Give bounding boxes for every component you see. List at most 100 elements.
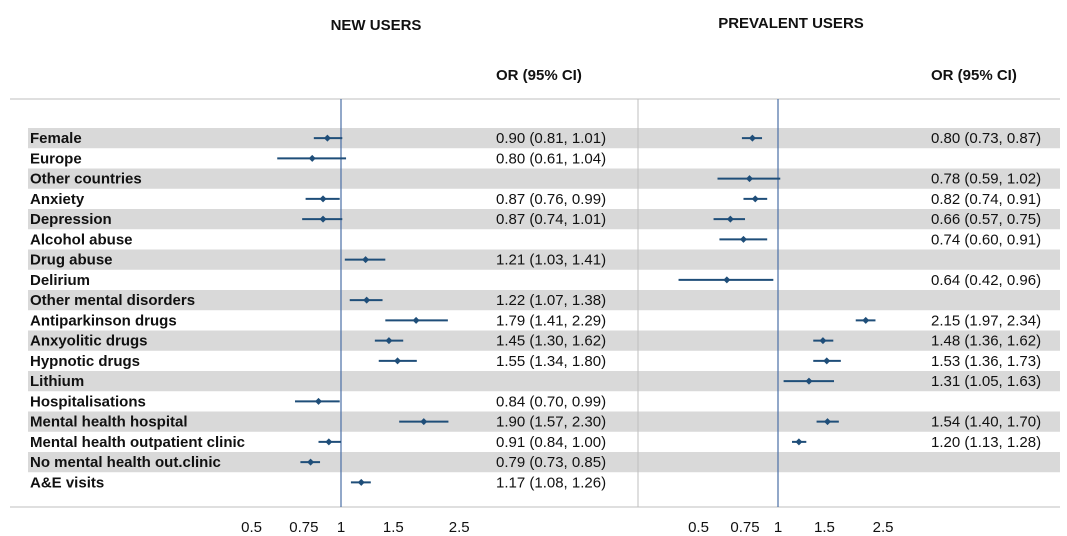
row-band — [28, 209, 1060, 230]
point-estimate-prevalent-users-anxiety — [751, 195, 759, 203]
point-estimate-new-users-drug-abuse — [362, 256, 370, 264]
x-axis-ticks: 0.5 0.75 1 1.5 2.5 0.5 0.75 1 1.5 2.5 — [241, 519, 893, 536]
x-tick-label-new-users: 0.75 — [289, 519, 318, 536]
or-ci-value-prevalent-users-delirium: 0.64 (0.42, 0.96) — [931, 272, 1041, 289]
or-ci-value-new-users-mental-health-outpatient-clinic: 0.91 (0.84, 1.00) — [496, 434, 606, 451]
or-ci-value-new-users-anxiety: 0.87 (0.76, 0.99) — [496, 191, 606, 208]
or-ci-value-prevalent-users-anxyolitic-drugs: 1.48 (1.36, 1.62) — [931, 333, 1041, 350]
row-label-depression: Depression — [30, 211, 112, 228]
point-estimate-new-users-a-e-visits — [357, 478, 365, 486]
row-label-alcohol-abuse: Alcohol abuse — [30, 231, 133, 248]
point-estimate-new-users-anxyolitic-drugs — [385, 337, 393, 345]
row-label-mental-health-hospital: Mental health hospital — [30, 414, 188, 431]
row-labels: Female Europe Other countries Anxiety Depres… — [30, 130, 245, 491]
row-label-female: Female — [30, 130, 82, 147]
row-label-other-countries: Other countries — [30, 171, 142, 188]
row-label-antiparkinson-drugs: Antiparkinson drugs — [30, 312, 177, 329]
or-ci-value-prevalent-users-hypnotic-drugs: 1.53 (1.36, 1.73) — [931, 353, 1041, 370]
row-band — [28, 249, 1060, 270]
row-band — [28, 168, 1060, 189]
row-label-europe: Europe — [30, 150, 82, 167]
x-tick-label-prevalent-users: 0.5 — [688, 519, 709, 536]
point-estimate-prevalent-users-mental-health-outpatient-clinic — [795, 438, 803, 446]
x-tick-label-new-users: 1 — [337, 519, 345, 536]
x-tick-label-new-users: 0.5 — [241, 519, 262, 536]
point-estimate-prevalent-users-alcohol-abuse — [739, 235, 747, 243]
point-estimate-prevalent-users-hypnotic-drugs — [823, 357, 831, 365]
or-ci-value-prevalent-users-depression: 0.66 (0.57, 0.75) — [931, 211, 1041, 228]
point-estimate-prevalent-users-other-countries — [746, 175, 754, 183]
point-estimate-prevalent-users-antiparkinson-drugs — [862, 316, 870, 324]
row-label-anxyolitic-drugs: Anxyolitic drugs — [30, 333, 148, 350]
or-ci-value-new-users-mental-health-hospital: 1.90 (1.57, 2.30) — [496, 414, 606, 431]
point-estimate-prevalent-users-anxyolitic-drugs — [819, 337, 827, 345]
reference-lines — [340, 99, 779, 507]
point-estimate-new-users-hypnotic-drugs — [394, 357, 402, 365]
x-tick-label-new-users: 2.5 — [449, 519, 470, 536]
row-label-other-mental-disorders: Other mental disorders — [30, 292, 195, 309]
row-label-a-e-visits: A&E visits — [30, 474, 104, 491]
or-ci-value-new-users-hospitalisations: 0.84 (0.70, 0.99) — [496, 393, 606, 410]
point-estimate-prevalent-users-delirium — [723, 276, 731, 284]
or-ci-value-prevalent-users-anxiety: 0.82 (0.74, 0.91) — [931, 191, 1041, 208]
or-ci-value-new-users-a-e-visits: 1.17 (1.08, 1.26) — [496, 474, 606, 491]
row-label-hospitalisations: Hospitalisations — [30, 393, 146, 410]
row-label-anxiety: Anxiety — [30, 191, 85, 208]
or-ci-value-prevalent-users-lithium: 1.31 (1.05, 1.63) — [931, 373, 1041, 390]
row-label-lithium: Lithium — [30, 373, 84, 390]
row-label-drug-abuse: Drug abuse — [30, 252, 113, 269]
or-ci-value-new-users-depression: 0.87 (0.74, 1.01) — [496, 211, 606, 228]
or-ci-value-prevalent-users-female: 0.80 (0.73, 0.87) — [931, 130, 1041, 147]
or-ci-value-new-users-female: 0.90 (0.81, 1.01) — [496, 130, 606, 147]
point-estimate-new-users-europe — [308, 154, 316, 162]
or-ci-value-new-users-no-mental-health-out-clinic: 0.79 (0.73, 0.85) — [496, 454, 606, 471]
row-label-mental-health-outpatient-clinic: Mental health outpatient clinic — [30, 434, 245, 451]
or-ci-value-prevalent-users-other-countries: 0.78 (0.59, 1.02) — [931, 171, 1041, 188]
panel-title-prevalent-users: PREVALENT USERS — [718, 15, 864, 32]
point-estimate-new-users-female — [323, 134, 331, 142]
or-ci-value-prevalent-users-alcohol-abuse: 0.74 (0.60, 0.91) — [931, 231, 1041, 248]
x-tick-label-prevalent-users: 2.5 — [873, 519, 894, 536]
point-estimate-prevalent-users-female — [748, 134, 756, 142]
point-estimate-new-users-hospitalisations — [315, 397, 323, 405]
or-ci-value-new-users-drug-abuse: 1.21 (1.03, 1.41) — [496, 252, 606, 269]
x-tick-label-prevalent-users: 0.75 — [730, 519, 759, 536]
point-estimate-new-users-mental-health-outpatient-clinic — [325, 438, 333, 446]
point-estimate-new-users-no-mental-health-out-clinic — [307, 458, 315, 466]
or-ci-value-new-users-hypnotic-drugs: 1.55 (1.34, 1.80) — [496, 353, 606, 370]
or-ci-values: 0.90 (0.81, 1.01) 0.80 (0.61, 1.04) 0.87 (… — [496, 130, 1041, 491]
point-estimate-new-users-antiparkinson-drugs — [412, 316, 420, 324]
estimate-marks — [277, 134, 876, 486]
row-label-no-mental-health-out-clinic: No mental health out.clinic — [30, 454, 221, 471]
point-estimate-new-users-anxiety — [319, 195, 327, 203]
or-ci-value-new-users-antiparkinson-drugs: 1.79 (1.41, 2.29) — [496, 312, 606, 329]
row-band — [28, 330, 1060, 351]
x-tick-label-prevalent-users: 1.5 — [814, 519, 835, 536]
or-ci-value-new-users-anxyolitic-drugs: 1.45 (1.30, 1.62) — [496, 333, 606, 350]
row-band — [28, 128, 1060, 149]
x-tick-label-new-users: 1.5 — [383, 519, 404, 536]
point-estimate-new-users-other-mental-disorders — [363, 296, 371, 304]
or-ci-value-prevalent-users-antiparkinson-drugs: 2.15 (1.97, 2.34) — [931, 312, 1041, 329]
point-estimate-prevalent-users-mental-health-hospital — [824, 418, 832, 426]
or-ci-value-new-users-europe: 0.80 (0.61, 1.04) — [496, 150, 606, 167]
or-ci-header-prevalent-users: OR (95% CI) — [931, 67, 1017, 84]
row-band — [28, 411, 1060, 432]
x-tick-label-prevalent-users: 1 — [774, 519, 782, 536]
point-estimate-new-users-depression — [319, 215, 327, 223]
or-ci-value-prevalent-users-mental-health-outpatient-clinic: 1.20 (1.13, 1.28) — [931, 434, 1041, 451]
or-ci-header-new-users: OR (95% CI) — [496, 67, 582, 84]
or-ci-value-prevalent-users-mental-health-hospital: 1.54 (1.40, 1.70) — [931, 414, 1041, 431]
panel-title-new-users: NEW USERS — [331, 17, 422, 34]
row-band — [28, 371, 1060, 392]
or-ci-value-new-users-other-mental-disorders: 1.22 (1.07, 1.38) — [496, 292, 606, 309]
point-estimate-new-users-mental-health-hospital — [420, 418, 428, 426]
row-bands — [28, 128, 1060, 473]
point-estimate-prevalent-users-lithium — [805, 377, 813, 385]
row-label-hypnotic-drugs: Hypnotic drugs — [30, 353, 140, 370]
row-band — [28, 452, 1060, 473]
row-label-delirium: Delirium — [30, 272, 90, 289]
point-estimate-prevalent-users-depression — [726, 215, 734, 223]
